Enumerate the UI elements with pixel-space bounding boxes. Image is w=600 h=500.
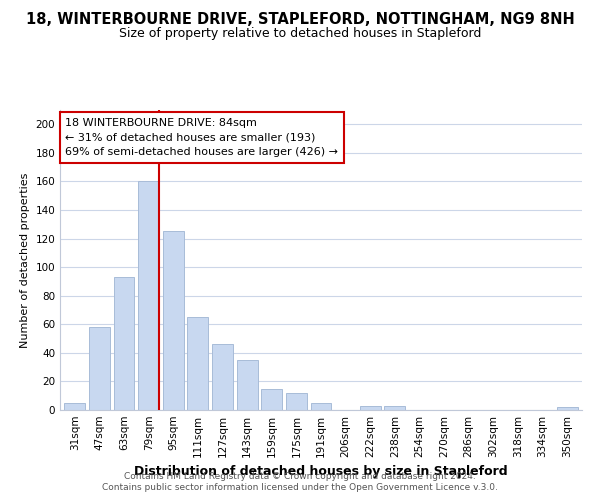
Bar bbox=[557, 407, 578, 410]
Bar bbox=[286, 393, 307, 410]
Bar bbox=[64, 403, 85, 410]
Bar bbox=[261, 388, 282, 410]
Bar bbox=[113, 277, 134, 410]
Y-axis label: Number of detached properties: Number of detached properties bbox=[20, 172, 30, 348]
Bar bbox=[360, 406, 381, 410]
Text: Contains public sector information licensed under the Open Government Licence v.: Contains public sector information licen… bbox=[102, 484, 498, 492]
Text: 18 WINTERBOURNE DRIVE: 84sqm
← 31% of detached houses are smaller (193)
69% of s: 18 WINTERBOURNE DRIVE: 84sqm ← 31% of de… bbox=[65, 118, 338, 157]
Bar bbox=[212, 344, 233, 410]
Bar bbox=[385, 406, 406, 410]
Bar bbox=[163, 232, 184, 410]
Text: Size of property relative to detached houses in Stapleford: Size of property relative to detached ho… bbox=[119, 28, 481, 40]
Bar bbox=[311, 403, 331, 410]
Bar bbox=[236, 360, 257, 410]
Bar bbox=[187, 317, 208, 410]
X-axis label: Distribution of detached houses by size in Stapleford: Distribution of detached houses by size … bbox=[134, 466, 508, 478]
Bar bbox=[89, 327, 110, 410]
Text: Contains HM Land Registry data © Crown copyright and database right 2024.: Contains HM Land Registry data © Crown c… bbox=[124, 472, 476, 481]
Text: 18, WINTERBOURNE DRIVE, STAPLEFORD, NOTTINGHAM, NG9 8NH: 18, WINTERBOURNE DRIVE, STAPLEFORD, NOTT… bbox=[26, 12, 574, 28]
Bar bbox=[138, 182, 159, 410]
